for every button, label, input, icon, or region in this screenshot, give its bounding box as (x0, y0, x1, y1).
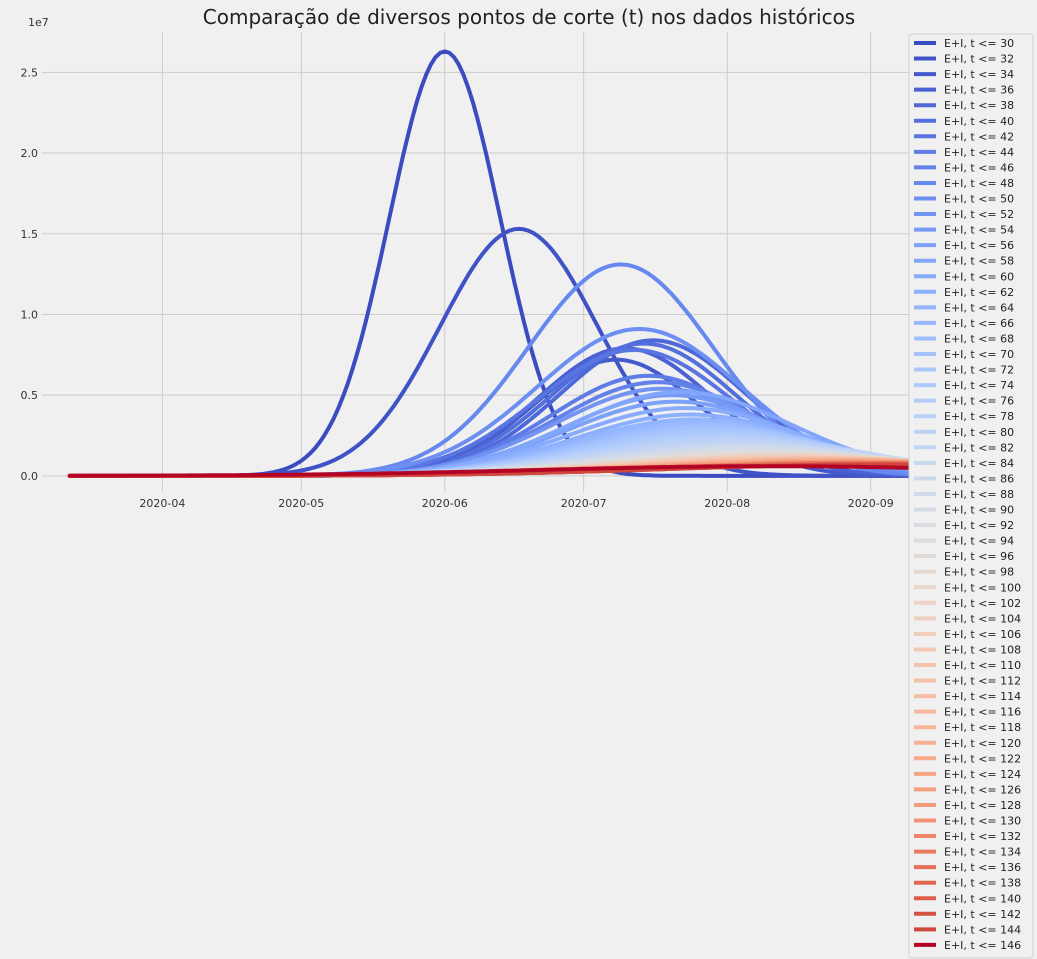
series-line (67, 464, 1007, 478)
legend-entry-label: E+I, t <= 140 (944, 892, 1021, 905)
y-axis-offset-label: 1e7 (28, 16, 49, 29)
legend-entry-label: E+I, t <= 82 (944, 441, 1014, 454)
grid-lines (42, 32, 1005, 492)
legend-entry-label: E+I, t <= 126 (944, 783, 1021, 796)
y-tick-label: 1.0 (21, 308, 39, 321)
legend-entry-label: E+I, t <= 110 (944, 659, 1021, 672)
y-tick-label: 0.0 (21, 470, 39, 483)
legend-entry-label: E+I, t <= 52 (944, 208, 1014, 221)
legend-entry-label: E+I, t <= 36 (944, 84, 1014, 97)
legend-entry-label: E+I, t <= 98 (944, 566, 1014, 579)
legend-entry-label: E+I, t <= 88 (944, 488, 1014, 501)
x-tick-label: 2020-08 (704, 497, 750, 510)
legend-entry-label: E+I, t <= 70 (944, 348, 1014, 361)
legend-entry-label: E+I, t <= 102 (944, 597, 1021, 610)
legend-entry-label: E+I, t <= 78 (944, 410, 1014, 423)
legend-entry-label: E+I, t <= 84 (944, 457, 1014, 470)
legend-entry-label: E+I, t <= 56 (944, 239, 1014, 252)
legend-entry-label: E+I, t <= 80 (944, 426, 1014, 439)
legend-entry-label: E+I, t <= 68 (944, 332, 1014, 345)
legend-entry-label: E+I, t <= 38 (944, 99, 1014, 112)
legend-entry-label: E+I, t <= 50 (944, 193, 1014, 206)
legend-entry-label: E+I, t <= 112 (944, 675, 1021, 688)
y-tick-label: 2.5 (21, 66, 39, 79)
y-tick-label: 2.0 (21, 147, 39, 160)
chart-title: Comparação de diversos pontos de corte (… (203, 5, 855, 29)
legend-entry-label: E+I, t <= 136 (944, 861, 1021, 874)
legend-entry-label: E+I, t <= 142 (944, 908, 1021, 921)
series-lines (67, 49, 1007, 478)
legend-entry-label: E+I, t <= 94 (944, 535, 1014, 548)
legend-entry-label: E+I, t <= 76 (944, 395, 1014, 408)
legend-entry-label: E+I, t <= 64 (944, 301, 1014, 314)
legend-entry-label: E+I, t <= 124 (944, 768, 1021, 781)
legend-entry-label: E+I, t <= 104 (944, 612, 1021, 625)
x-tick-label: 2020-04 (139, 497, 185, 510)
legend-entry-label: E+I, t <= 130 (944, 815, 1021, 828)
legend-entry-label: E+I, t <= 92 (944, 519, 1014, 532)
legend-entry-label: E+I, t <= 118 (944, 721, 1021, 734)
legend-entry-label: E+I, t <= 34 (944, 68, 1014, 81)
x-tick-label: 2020-05 (278, 497, 324, 510)
legend-entry-label: E+I, t <= 138 (944, 877, 1021, 890)
legend-entry-label: E+I, t <= 62 (944, 286, 1014, 299)
legend-entry-label: E+I, t <= 114 (944, 690, 1021, 703)
legend-entry-label: E+I, t <= 90 (944, 504, 1014, 517)
legend-entry-label: E+I, t <= 60 (944, 270, 1014, 283)
legend-entry-label: E+I, t <= 120 (944, 737, 1021, 750)
legend-entry-label: E+I, t <= 86 (944, 472, 1014, 485)
legend-entry-label: E+I, t <= 132 (944, 830, 1021, 843)
legend-entry-label: E+I, t <= 128 (944, 799, 1021, 812)
x-tick-label: 2020-09 (848, 497, 894, 510)
legend-entry-label: E+I, t <= 72 (944, 364, 1014, 377)
legend-entry-label: E+I, t <= 74 (944, 379, 1014, 392)
legend-entry-label: E+I, t <= 100 (944, 581, 1021, 594)
legend-entry-label: E+I, t <= 144 (944, 923, 1021, 936)
legend-entry-label: E+I, t <= 106 (944, 628, 1021, 641)
legend-entry-label: E+I, t <= 30 (944, 37, 1014, 50)
legend-entry-label: E+I, t <= 42 (944, 130, 1014, 143)
legend: E+I, t <= 30 E+I, t <= 32 E+I, t <= 34 E+I,… (908, 33, 1034, 959)
legend-entry-label: E+I, t <= 134 (944, 846, 1021, 859)
legend-entry-label: E+I, t <= 48 (944, 177, 1014, 190)
legend-entry-label: E+I, t <= 66 (944, 317, 1014, 330)
legend-entry-label: E+I, t <= 40 (944, 115, 1014, 128)
x-axis-ticks: 2020-04 2020-05 2020-06 2020-07 2020-08 2020-… (139, 497, 893, 510)
legend-entry-label: E+I, t <= 58 (944, 255, 1014, 268)
legend-entry-label: E+I, t <= 44 (944, 146, 1014, 159)
legend-entry-label: E+I, t <= 54 (944, 224, 1014, 237)
legend-entry-label: E+I, t <= 146 (944, 939, 1021, 952)
y-axis-ticks: 0.0 0.5 1.0 1.5 2.0 2.5 (21, 66, 39, 483)
legend-entry-label: E+I, t <= 122 (944, 752, 1021, 765)
legend-entry-label: E+I, t <= 46 (944, 161, 1014, 174)
legend-entry-label: E+I, t <= 116 (944, 706, 1021, 719)
legend-background (908, 33, 1034, 959)
x-tick-label: 2020-07 (561, 497, 607, 510)
legend-entry-label: E+I, t <= 108 (944, 643, 1021, 656)
y-tick-label: 1.5 (21, 228, 39, 241)
x-tick-label: 2020-06 (422, 497, 468, 510)
legend-entry-label: E+I, t <= 32 (944, 53, 1014, 66)
y-tick-label: 0.5 (21, 389, 39, 402)
legend-entry-label: E+I, t <= 96 (944, 550, 1014, 563)
